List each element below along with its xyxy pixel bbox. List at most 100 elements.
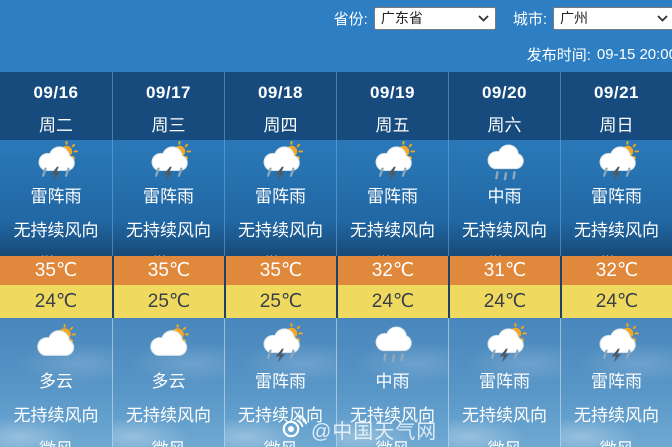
day-forecast-cell: 雷阵雨 无持续风向 微风 — [0, 140, 112, 274]
day-condition: 雷阵雨 — [255, 187, 306, 206]
night-wind-direction: 无持续风向 — [13, 406, 99, 425]
day-forecast-cell: 中雨 无持续风向 微风 — [448, 140, 560, 274]
day-condition: 雷阵雨 — [367, 187, 418, 206]
column-header: 09/21 周日 — [560, 72, 672, 140]
partly-cloudy-icon — [32, 323, 80, 363]
thunderstorm-icon — [32, 141, 80, 181]
night-wind-strength: 微风 — [39, 435, 73, 447]
day-forecast-cell: 雷阵雨 无持续风向 微风 — [112, 140, 224, 274]
night-wind-strength: 微风 — [488, 435, 522, 447]
column-header: 09/17 周三 — [112, 72, 224, 140]
date-label: 09/20 — [481, 83, 528, 102]
partly-cloudy-icon — [145, 323, 193, 363]
publish-time-bar: 发布时间: 09-15 20:00 — [0, 36, 672, 72]
weekday-label: 周日 — [599, 116, 634, 135]
day-wind-direction: 无持续风向 — [350, 221, 435, 240]
thunderstorm-icon — [593, 323, 641, 363]
column-header: 09/18 周四 — [224, 72, 336, 140]
night-wind-strength: 微风 — [376, 435, 410, 447]
weekday-label: 周二 — [39, 116, 73, 135]
moderate-rain-icon — [481, 141, 529, 181]
low-temperature: 24℃ — [448, 285, 560, 318]
province-label: 省份: — [333, 10, 368, 28]
forecast-column: 09/16 周二 雷阵雨 无持续风向 微风 35℃ 24℃ — [0, 72, 112, 447]
day-forecast-cell: 雷阵雨 无持续风向 微风 — [224, 140, 336, 274]
date-label: 09/21 — [593, 83, 640, 102]
day-wind-direction: 无持续风向 — [13, 221, 99, 240]
day-condition: 雷阵雨 — [143, 187, 194, 206]
night-forecast-cell: 中雨 无持续风向 微风 — [336, 318, 448, 447]
thunderstorm-icon — [593, 141, 641, 181]
night-wind-strength: 微风 — [264, 435, 298, 447]
thunderstorm-icon — [369, 141, 417, 181]
location-controls-bar: 省份: 广东省 城市: 广州 — [0, 0, 672, 36]
high-temperature: 35℃ — [0, 256, 112, 285]
low-temperature: 24℃ — [560, 285, 672, 318]
forecast-column: 09/17 周三 雷阵雨 无持续风向 微风 35℃ 25℃ — [112, 72, 224, 447]
day-wind-direction: 无持续风向 — [126, 221, 211, 240]
weekday-label: 周六 — [487, 116, 522, 135]
chevron-down-icon — [657, 14, 668, 22]
date-label: 09/17 — [145, 83, 192, 102]
high-temperature: 35℃ — [224, 256, 336, 285]
night-wind-direction: 无持续风向 — [238, 406, 323, 425]
forecast-column: 09/20 周六 中雨 无持续风向 微风 31℃ 24℃ 雷阵 — [448, 72, 560, 447]
night-condition: 多云 — [39, 372, 73, 391]
night-wind-direction: 无持续风向 — [350, 406, 435, 425]
chevron-down-icon — [478, 14, 489, 22]
high-temperature: 35℃ — [112, 256, 224, 285]
high-temperature: 32℃ — [336, 256, 448, 285]
weekday-label: 周五 — [375, 116, 410, 135]
column-header: 09/16 周二 — [0, 72, 112, 140]
weekday-label: 周四 — [263, 116, 298, 135]
province-select-value: 广东省 — [380, 10, 423, 26]
night-wind-strength: 微风 — [152, 435, 186, 447]
publish-time-value: 09-15 20:00 — [596, 45, 672, 63]
column-header: 09/19 周五 — [336, 72, 448, 140]
day-condition: 雷阵雨 — [591, 187, 642, 206]
low-temperature: 24℃ — [336, 285, 448, 318]
forecast-column: 09/18 周四 雷阵雨 无持续风向 微风 35℃ 25℃ — [224, 72, 336, 447]
day-wind-direction: 无持续风向 — [462, 221, 547, 240]
night-condition: 多云 — [151, 372, 186, 391]
night-forecast-cell: 雷阵雨 无持续风向 微风 — [560, 318, 672, 447]
city-label: 城市: — [512, 10, 547, 28]
thunderstorm-icon — [481, 323, 529, 363]
city-select[interactable]: 广州 — [553, 6, 672, 30]
day-wind-direction: 无持续风向 — [574, 221, 659, 240]
date-label: 09/18 — [257, 83, 304, 102]
thunderstorm-icon — [257, 141, 305, 181]
night-forecast-cell: 雷阵雨 无持续风向 微风 — [224, 318, 336, 447]
thunderstorm-icon — [145, 141, 193, 181]
night-condition: 雷阵雨 — [255, 372, 306, 391]
low-temperature: 25℃ — [112, 285, 224, 318]
day-condition: 中雨 — [487, 187, 522, 206]
night-forecast-cell: 多云 无持续风向 微风 — [0, 318, 112, 447]
night-condition: 雷阵雨 — [591, 372, 642, 391]
high-temperature: 31℃ — [448, 256, 560, 285]
night-forecast-cell: 多云 无持续风向 微风 — [112, 318, 224, 447]
night-wind-strength: 微风 — [600, 435, 634, 447]
weekday-label: 周三 — [151, 116, 186, 135]
publish-time-label: 发布时间: — [526, 46, 591, 64]
date-label: 09/16 — [33, 83, 79, 102]
day-forecast-cell: 雷阵雨 无持续风向 微风 — [560, 140, 672, 274]
day-forecast-cell: 雷阵雨 无持续风向 微风 — [336, 140, 448, 274]
night-condition: 中雨 — [375, 372, 410, 391]
forecast-column: 09/21 周日 雷阵雨 无持续风向 微风 32℃ 24℃ — [560, 72, 672, 447]
forecast-grid: 09/16 周二 雷阵雨 无持续风向 微风 35℃ 24℃ — [0, 72, 672, 447]
moderate-rain-icon — [369, 323, 417, 363]
night-wind-direction: 无持续风向 — [574, 406, 659, 425]
day-condition: 雷阵雨 — [30, 187, 82, 206]
high-temperature: 32℃ — [560, 256, 672, 285]
city-select-value: 广州 — [560, 10, 588, 26]
thunderstorm-icon — [257, 323, 305, 363]
night-condition: 雷阵雨 — [479, 372, 530, 391]
night-wind-direction: 无持续风向 — [462, 406, 547, 425]
night-forecast-cell: 雷阵雨 无持续风向 微风 — [448, 318, 560, 447]
low-temperature: 24℃ — [0, 285, 112, 318]
province-select[interactable]: 广东省 — [373, 6, 496, 30]
date-label: 09/19 — [369, 83, 416, 102]
night-wind-direction: 无持续风向 — [126, 406, 211, 425]
